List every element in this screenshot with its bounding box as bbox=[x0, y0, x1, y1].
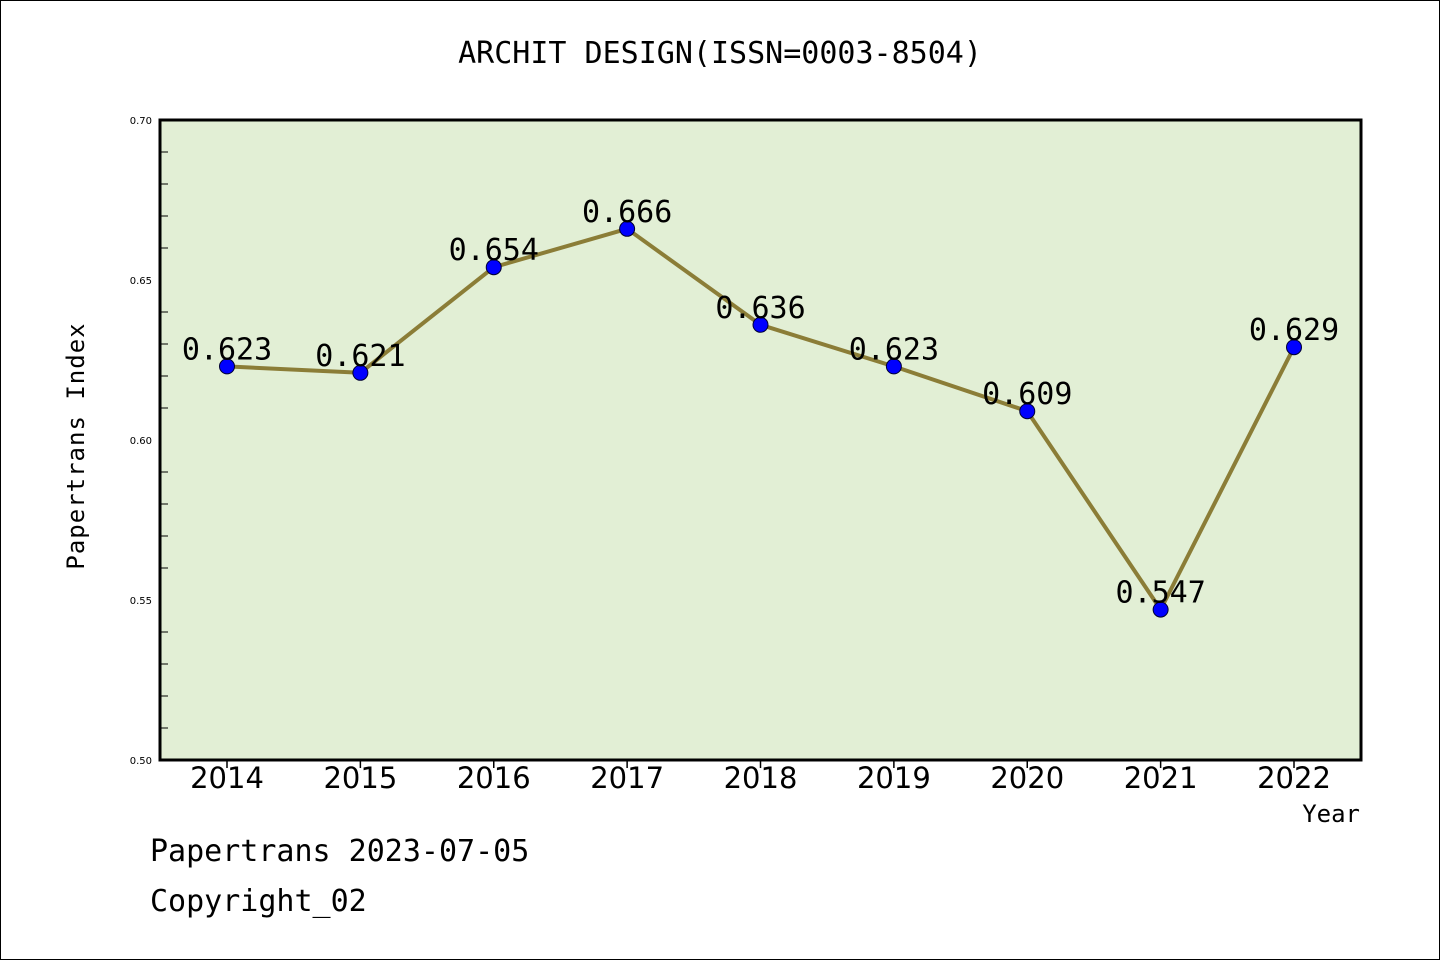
y-tick-label: 0.50 bbox=[130, 756, 152, 767]
data-label: 0.629 bbox=[1249, 313, 1339, 348]
y-tick-label: 0.70 bbox=[130, 116, 152, 127]
data-label: 0.623 bbox=[849, 332, 939, 367]
y-tick-label: 0.55 bbox=[130, 596, 152, 607]
data-label: 0.666 bbox=[582, 195, 672, 230]
data-label: 0.609 bbox=[982, 377, 1072, 412]
data-label: 0.654 bbox=[449, 233, 539, 268]
data-point bbox=[1019, 403, 1036, 420]
data-point bbox=[352, 364, 369, 381]
data-point bbox=[885, 358, 902, 375]
x-axis-label: Year bbox=[1302, 800, 1360, 828]
data-point bbox=[485, 259, 502, 276]
y-tick-label: 0.65 bbox=[130, 276, 152, 287]
x-tick-label: 2018 bbox=[724, 761, 798, 795]
data-label: 0.621 bbox=[315, 339, 405, 374]
data-label: 0.623 bbox=[182, 332, 272, 367]
y-tick-label: 0.60 bbox=[130, 436, 152, 447]
x-tick-label: 2014 bbox=[190, 761, 264, 795]
data-point bbox=[1286, 339, 1302, 356]
x-tick-label: 2019 bbox=[857, 761, 931, 795]
plot-border bbox=[158, 118, 1363, 762]
data-label: 0.636 bbox=[715, 291, 805, 326]
x-tick-label: 2017 bbox=[590, 761, 664, 795]
x-tick-label: 2016 bbox=[457, 761, 531, 795]
data-label: 0.547 bbox=[1115, 576, 1205, 611]
chart-title: ARCHIT DESIGN(ISSN=0003-8504) bbox=[458, 36, 982, 71]
data-point bbox=[619, 220, 636, 237]
x-tick-label: 2022 bbox=[1257, 761, 1331, 795]
data-point bbox=[752, 316, 769, 333]
footer-source: Papertrans 2023-07-05 bbox=[150, 834, 530, 869]
data-point bbox=[219, 358, 235, 375]
x-tick-label: 2021 bbox=[1124, 761, 1198, 795]
plot-area bbox=[160, 120, 1361, 760]
x-tick-label: 2020 bbox=[990, 761, 1064, 795]
x-tick-label: 2015 bbox=[323, 761, 397, 795]
data-point bbox=[1152, 601, 1169, 618]
footer-copyright: Copyright_02 bbox=[150, 884, 367, 919]
